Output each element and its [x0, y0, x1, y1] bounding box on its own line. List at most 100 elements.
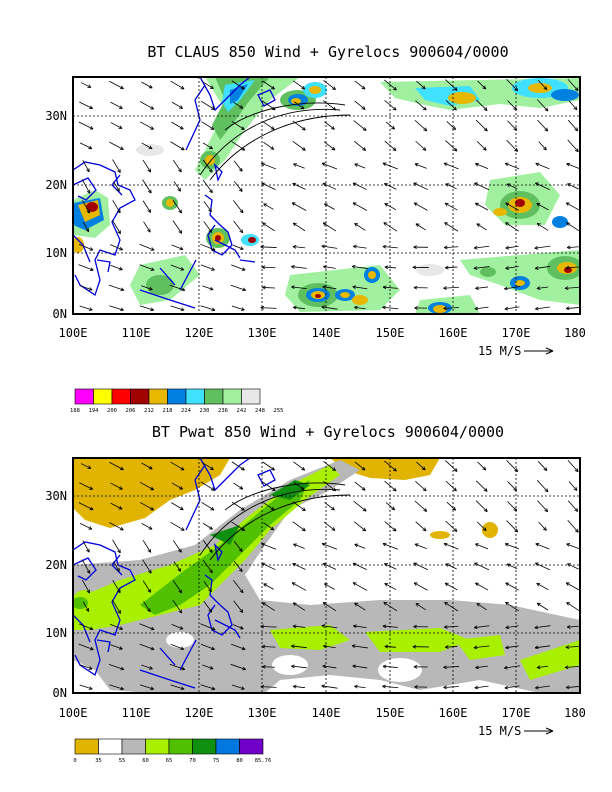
- wind-vector: [200, 643, 215, 650]
- wind-vector: [385, 502, 395, 511]
- wind-vector: [476, 521, 487, 531]
- x-axis-ticks: 100E 110E 120E 130E 140E 150E 160E 170E …: [59, 706, 586, 720]
- wind-vector: [201, 462, 214, 470]
- arrowhead-icon: [292, 305, 297, 310]
- wind-vector: [536, 99, 549, 112]
- wind-vector: [324, 583, 335, 590]
- arrowhead-icon: [324, 583, 328, 587]
- arrowhead-icon: [574, 148, 579, 153]
- wind-vector: [568, 481, 578, 491]
- arrowhead-icon: [239, 105, 244, 109]
- arrowhead-icon: [331, 146, 336, 151]
- wind-vector: [231, 684, 245, 690]
- wind-vector: [82, 579, 90, 594]
- wind-vector: [384, 521, 397, 532]
- wind-vector: [353, 140, 366, 151]
- wind-vector: [200, 243, 216, 251]
- arrowhead-icon: [240, 307, 245, 311]
- arrowhead-icon: [177, 187, 182, 192]
- arrowhead-icon: [291, 285, 295, 290]
- arrowhead-icon: [534, 645, 539, 650]
- arrowhead-icon: [86, 168, 90, 173]
- arrowhead-icon: [240, 466, 245, 471]
- wind-vector: [262, 461, 275, 471]
- x-axis-ticks: 100E 110E 120E 130E 140E 150E 160E 170E …: [59, 326, 586, 340]
- arrowhead-icon: [147, 189, 152, 194]
- wind-vector: [444, 625, 459, 628]
- arrowhead-icon: [566, 222, 571, 226]
- arrowhead-icon: [180, 466, 185, 471]
- wind-vector: [536, 582, 549, 591]
- x-tick-label: 150E: [376, 326, 405, 340]
- wind-vector: [231, 80, 245, 90]
- arrowhead-icon: [89, 126, 94, 130]
- wind-vector: [445, 460, 458, 472]
- arrowhead-icon: [392, 86, 397, 91]
- wind-vector: [79, 482, 93, 490]
- arrowhead-icon: [322, 562, 327, 567]
- arrowhead-icon: [117, 169, 121, 173]
- wind-vector: [233, 561, 243, 572]
- wind-vector: [506, 563, 518, 570]
- arrowhead-icon: [445, 265, 449, 270]
- y-axis-ticks: 0N 10N 20N 30N: [45, 109, 67, 321]
- arrowhead-icon: [332, 487, 337, 492]
- arrowhead-icon: [514, 468, 519, 473]
- arrowhead-icon: [260, 684, 265, 689]
- legend-swatch: [74, 388, 94, 405]
- wind-vector: [79, 305, 93, 311]
- wind-vector: [445, 140, 458, 152]
- wind-vector: [534, 245, 551, 249]
- arrowhead-icon: [321, 542, 326, 547]
- arrowhead-icon: [150, 646, 155, 651]
- wind-vector: [260, 307, 277, 309]
- x-tick-label: 170E: [502, 326, 531, 340]
- arrowhead-icon: [240, 507, 245, 511]
- wind-vector: [142, 159, 152, 173]
- arrowhead-icon: [119, 526, 124, 531]
- wind-vector: [324, 203, 335, 210]
- wind-vector: [323, 645, 336, 649]
- wind-vector: [382, 685, 399, 689]
- arrowhead-icon: [178, 229, 183, 234]
- arrowhead-icon: [354, 543, 359, 548]
- arrowhead-icon: [321, 684, 326, 689]
- wind-vector: [416, 80, 426, 90]
- arrowhead-icon: [150, 486, 155, 491]
- wind-vector: [323, 100, 336, 111]
- arrowhead-icon: [443, 286, 447, 290]
- wind-vector: [567, 78, 579, 92]
- arrowhead-icon: [240, 85, 245, 90]
- arrowhead-icon: [301, 147, 306, 151]
- arrowhead-icon: [271, 466, 275, 471]
- wind-vector: [322, 602, 337, 612]
- wind-vector: [233, 482, 244, 490]
- wind-vector: [261, 562, 276, 571]
- wind-vector: [321, 306, 338, 310]
- wind-vector: [384, 645, 396, 648]
- arrowhead-icon: [535, 162, 540, 167]
- wind-vector: [172, 200, 182, 214]
- arrowhead-icon: [567, 563, 571, 567]
- wind-vector: [475, 543, 489, 550]
- wind-vector: [384, 480, 397, 492]
- legend-label: 0: [73, 758, 76, 764]
- arrowhead-icon: [352, 562, 357, 567]
- wind-vector: [202, 285, 214, 290]
- arrowhead-icon: [321, 244, 326, 249]
- wind-vector: [535, 562, 550, 571]
- arrowhead-icon: [382, 684, 386, 689]
- arrowhead-icon: [361, 85, 366, 90]
- wind-vector: [415, 140, 427, 151]
- wind-vector: [353, 120, 367, 131]
- wind-vector: [383, 222, 398, 232]
- wind-vector: [415, 603, 426, 611]
- arrowhead-icon: [332, 467, 336, 472]
- arrowhead-icon: [238, 167, 243, 172]
- wind-vector: [262, 666, 275, 668]
- wind-vector: [414, 163, 427, 169]
- wind-vectors: [78, 78, 582, 312]
- x-tick-label: 180: [564, 326, 586, 340]
- wind-vector: [203, 581, 212, 592]
- wind-vector: [324, 121, 335, 130]
